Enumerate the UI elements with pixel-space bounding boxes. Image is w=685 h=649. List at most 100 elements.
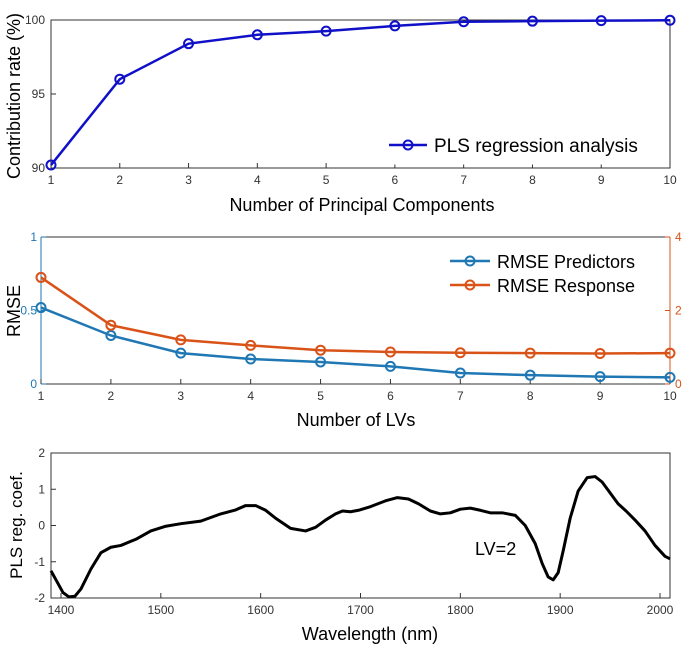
x-tick-label: 4: [247, 389, 254, 403]
data-point: [114, 73, 126, 85]
x-tick-label: 6: [387, 389, 394, 403]
chart1-y-axis-label: Contribution rate (%): [4, 13, 24, 179]
x-tick-label: 5: [317, 389, 324, 403]
data-point: [664, 347, 676, 359]
x-tick-label: 1700: [347, 603, 374, 617]
x-tick-label: 1900: [547, 603, 574, 617]
x-tick-label: 1: [48, 173, 55, 187]
data-point: [45, 159, 57, 171]
series-line: [40, 306, 671, 379]
chart2-right-y-ticks: 0 2 4: [665, 230, 682, 391]
chart1-legend-box: [379, 125, 667, 165]
x-tick-label: 3: [185, 173, 192, 187]
chart2-plot-area: [41, 237, 670, 384]
y-tick-label: 0: [38, 519, 45, 533]
x-tick-label: 5: [323, 173, 330, 187]
data-point: [35, 302, 47, 314]
right-y-tick-label: 0: [675, 377, 682, 391]
chart1-legend-marker: [402, 139, 414, 151]
chart1-x-axis-label: Number of Principal Components: [229, 195, 494, 215]
right-y-tick-label: 4: [675, 230, 682, 244]
data-point: [664, 14, 676, 26]
x-tick-label: 2: [108, 389, 115, 403]
x-tick-label: 2000: [647, 603, 674, 617]
x-tick-label: 10: [663, 389, 677, 403]
x-tick-label: 1600: [247, 603, 274, 617]
left-y-tick-label: 0: [30, 377, 37, 391]
data-point: [315, 344, 327, 356]
x-tick-label: 9: [598, 173, 605, 187]
data-point: [524, 347, 536, 359]
chart3-x-ticks: 1400 1500 1600 1700 1800 1900 2000: [48, 593, 674, 617]
data-point: [245, 353, 257, 365]
y-tick-label: 95: [32, 87, 46, 101]
chart2-legend: RMSE Predictors RMSE Response: [450, 252, 635, 296]
data-point: [384, 346, 396, 358]
coefficient-line: [49, 475, 671, 599]
data-point: [454, 367, 466, 379]
x-tick-label: 7: [460, 173, 467, 187]
y-tick-label: -1: [34, 555, 45, 569]
chart1-series: [45, 14, 676, 171]
data-point: [183, 38, 195, 50]
chart2-x-axis-label: Number of LVs: [297, 410, 416, 430]
chart2-left-y-ticks: 00.51: [20, 230, 46, 391]
y-tick-label: 1: [38, 482, 45, 496]
data-point: [320, 25, 332, 37]
series-line: [40, 276, 671, 355]
data-point: [389, 20, 401, 32]
series-line: [50, 19, 671, 166]
x-tick-label: 1400: [48, 603, 75, 617]
chart3-annotation: LV=2: [475, 539, 516, 559]
data-point: [105, 319, 117, 331]
contribution-rate-chart: 90 95 100 1 2 3 4 5 6 7 8 9 10 PLS regression analy…: [4, 13, 677, 215]
data-point: [175, 334, 187, 346]
chart2-legend-label-predictors: RMSE Predictors: [497, 252, 635, 272]
data-point: [595, 15, 607, 27]
y-tick-label: 100: [25, 13, 45, 27]
x-tick-label: 8: [529, 173, 536, 187]
rmse-chart: 00.51 024 1 2 3 4 5 6 7 8 9 10 RMSE Predictors RM…: [4, 230, 682, 430]
x-tick-label: 1800: [447, 603, 474, 617]
chart2-legend-marker-predictors: [464, 255, 476, 267]
data-point: [245, 339, 257, 351]
chart3-series: [49, 475, 671, 599]
chart2-y-axis-label: RMSE: [4, 285, 24, 337]
x-tick-label: 1500: [147, 603, 174, 617]
right-y-tick-label: 2: [675, 304, 682, 318]
chart1-legend-label: PLS regression analysis: [434, 136, 638, 157]
left-y-tick-label: 1: [30, 230, 37, 244]
data-point: [384, 360, 396, 372]
data-point: [315, 356, 327, 368]
chart1-x-ticks: 1 2 3 4 5 6 7 8 9 10: [48, 163, 677, 187]
chart1-legend: PLS regression analysis: [379, 125, 667, 165]
chart3-x-axis-label: Wavelength (nm): [302, 624, 438, 644]
y-tick-label: -2: [34, 591, 45, 605]
x-tick-label: 8: [527, 389, 534, 403]
data-point: [105, 329, 117, 341]
x-tick-label: 3: [177, 389, 184, 403]
x-tick-label: 6: [392, 173, 399, 187]
chart3-y-axis-label: PLS reg. coef.: [7, 471, 26, 579]
left-y-tick-label: 0.5: [20, 304, 37, 318]
data-point: [454, 347, 466, 359]
data-point: [458, 16, 470, 28]
x-tick-label: 7: [457, 389, 464, 403]
data-point: [594, 347, 606, 359]
x-tick-label: 1: [38, 389, 45, 403]
data-point: [524, 369, 536, 381]
x-tick-label: 4: [254, 173, 261, 187]
data-point: [35, 271, 47, 283]
pls-coefficient-chart: -2 -1 0 1 2 1400 1500 1600 1700 1800 1900 2000 LV=…: [7, 446, 674, 644]
x-tick-label: 9: [597, 389, 604, 403]
chart2-legend-label-response: RMSE Response: [497, 276, 635, 296]
data-point: [526, 15, 538, 27]
chart3-plot-area: [50, 452, 671, 599]
y-tick-label: 2: [38, 446, 45, 460]
data-point: [594, 371, 606, 383]
data-point: [664, 371, 676, 383]
data-point: [175, 347, 187, 359]
y-tick-label: 90: [32, 161, 46, 175]
chart2-series: [35, 271, 676, 383]
